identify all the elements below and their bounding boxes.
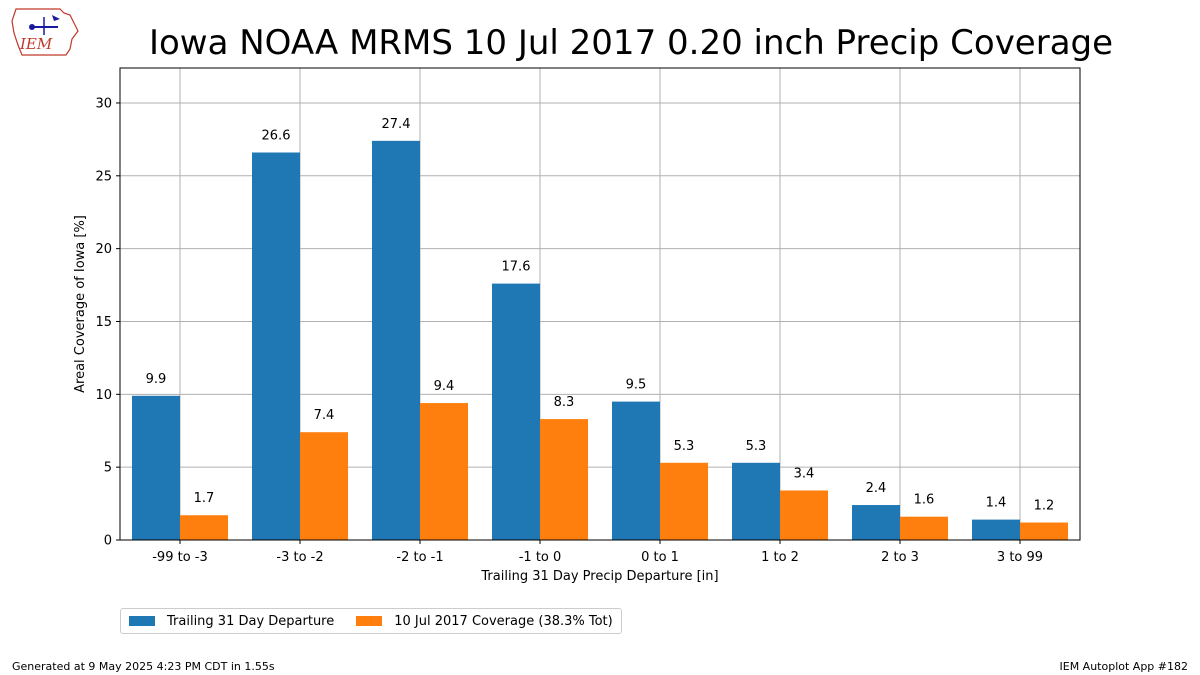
logo-text: IEM xyxy=(19,35,53,53)
bar-value-label: 5.3 xyxy=(674,439,695,454)
legend-label-coverage: 10 Jul 2017 Coverage (38.3% Tot) xyxy=(394,613,613,629)
legend-item-coverage: 10 Jul 2017 Coverage (38.3% Tot) xyxy=(356,613,613,629)
bar-value-label: 1.4 xyxy=(986,496,1007,511)
x-tick-label: 0 to 1 xyxy=(641,550,679,565)
bar-value-label: 9.5 xyxy=(626,378,647,393)
legend-swatch-departure xyxy=(129,616,155,626)
x-tick-label: -3 to -2 xyxy=(276,550,323,565)
x-axis: -99 to -3 -3 to -2 -2 to -1 -1 to 0 0 to 1 1 … xyxy=(152,540,1043,565)
y-tick-label: 10 xyxy=(95,388,112,403)
bar-value-label: 5.3 xyxy=(746,439,767,454)
bar-series-2 xyxy=(420,403,468,540)
bar-series-1 xyxy=(492,283,540,540)
legend-item-departure: Trailing 31 Day Departure xyxy=(129,614,334,629)
iem-logo: IEM xyxy=(11,8,79,56)
y-tick-label: 20 xyxy=(95,242,112,257)
bar-value-label: 1.2 xyxy=(1034,499,1055,514)
bar-value-label: 26.6 xyxy=(262,128,291,143)
footer-generated: Generated at 9 May 2025 4:23 PM CDT in 1… xyxy=(12,660,275,673)
bar-series-1 xyxy=(132,395,180,540)
legend: Trailing 31 Day Departure 10 Jul 2017 Co… xyxy=(120,608,622,634)
bar-value-label: 1.7 xyxy=(194,491,215,506)
y-axis-label: Areal Coverage of Iowa [%] xyxy=(73,215,88,393)
bar-series-1 xyxy=(372,140,420,540)
y-tick-label: 25 xyxy=(95,169,112,184)
bar-series-2 xyxy=(1020,522,1068,540)
y-axis: 0 5 10 15 20 25 30 xyxy=(95,96,120,549)
bar-series-2 xyxy=(180,515,228,540)
legend-label-departure: Trailing 31 Day Departure xyxy=(167,613,335,629)
y-tick-label: 0 xyxy=(104,534,112,549)
bar-series-2 xyxy=(540,419,588,540)
y-tick-label: 30 xyxy=(95,96,112,111)
x-tick-label: -1 to 0 xyxy=(519,550,562,565)
x-axis-label: Trailing 31 Day Precip Departure [in] xyxy=(480,569,718,584)
chart-title: Iowa NOAA MRMS 10 Jul 2017 0.20 inch Pre… xyxy=(149,23,1113,63)
bar-chart: Iowa NOAA MRMS 10 Jul 2017 0.20 inch Pre… xyxy=(73,23,1113,584)
bar-series-2 xyxy=(900,516,948,540)
bar-value-label: 9.9 xyxy=(146,372,167,387)
bar-value-label: 7.4 xyxy=(314,408,335,423)
bar-value-label: 8.3 xyxy=(554,395,575,410)
data-labels: 9.9 1.7 26.6 7.4 27.4 9.4 17.6 8.3 9.5 5.3 5.3 3.4 2… xyxy=(146,117,1055,514)
bar-series-1 xyxy=(252,152,300,540)
bar-value-label: 3.4 xyxy=(794,466,815,481)
x-tick-label: -2 to -1 xyxy=(396,550,443,565)
bars xyxy=(132,140,1068,540)
y-tick-label: 5 xyxy=(104,461,112,476)
bar-value-label: 1.6 xyxy=(914,493,935,508)
bar-series-2 xyxy=(780,490,828,540)
bar-series-2 xyxy=(660,462,708,540)
bar-series-1 xyxy=(852,505,900,540)
footer-app-id: IEM Autoplot App #182 xyxy=(1059,660,1189,673)
x-tick-label: -99 to -3 xyxy=(152,550,208,565)
plot-frame xyxy=(119,67,1081,541)
y-tick-label: 15 xyxy=(95,315,112,330)
x-tick-label: 1 to 2 xyxy=(761,550,799,565)
bar-series-1 xyxy=(972,519,1020,540)
iowa-outline-icon xyxy=(11,8,79,56)
bar-series-1 xyxy=(612,401,660,540)
bar-value-label: 9.4 xyxy=(434,379,455,394)
bar-series-2 xyxy=(300,432,348,540)
bar-value-label: 2.4 xyxy=(866,481,887,496)
x-tick-label: 3 to 99 xyxy=(997,550,1043,565)
x-tick-label: 2 to 3 xyxy=(881,550,919,565)
bar-value-label: 17.6 xyxy=(502,260,531,275)
bar-series-1 xyxy=(732,462,780,540)
legend-swatch-coverage xyxy=(356,616,383,626)
bar-value-label: 27.4 xyxy=(382,117,411,132)
